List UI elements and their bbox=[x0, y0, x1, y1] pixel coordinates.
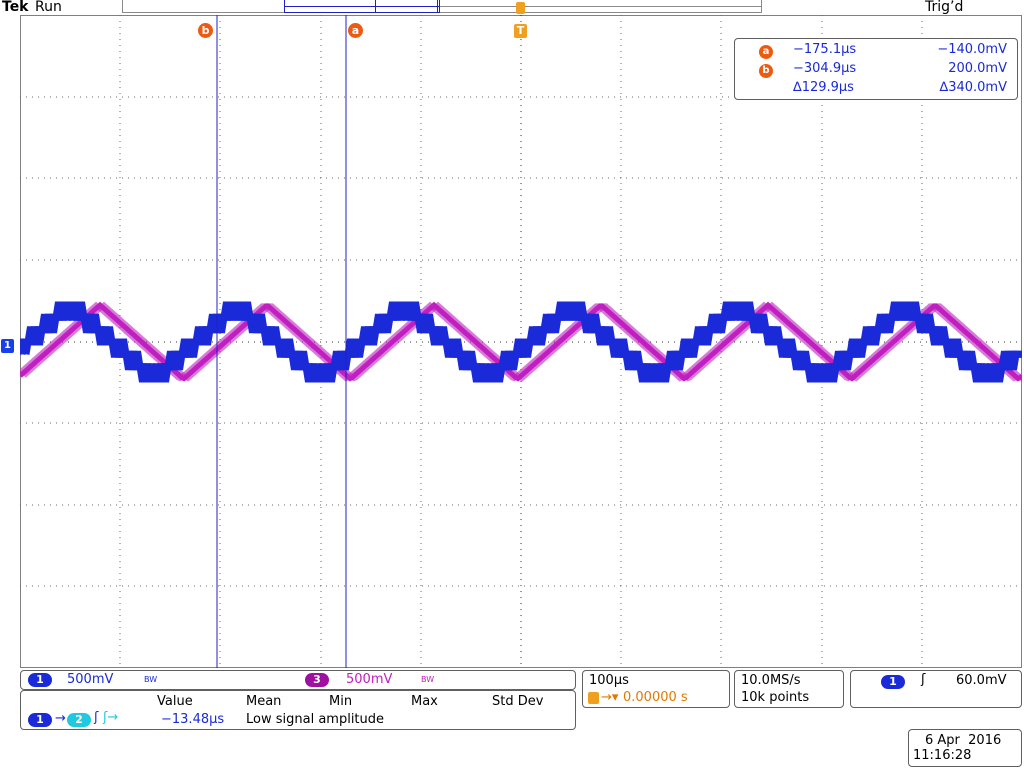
date: 6 Apr 2016 bbox=[925, 733, 1002, 748]
trigger-panel[interactable]: 1 ʃ 60.0mV bbox=[850, 670, 1022, 708]
timebase-panel[interactable]: 100µs →▾ 0.00000 s bbox=[582, 670, 730, 708]
record-length: 10k points bbox=[741, 690, 810, 705]
trigger-source-chip: 1 bbox=[881, 675, 905, 689]
status-bar: Tek Run Trig’d bbox=[0, 0, 1024, 16]
trigger-position-marker[interactable]: T bbox=[514, 24, 527, 38]
cursor-b-value: 200.0mV bbox=[948, 61, 1007, 76]
cursor-delta-time: ∆129.9µs bbox=[793, 80, 854, 95]
cursor-readout: a −175.1µs −140.0mV b −304.9µs 200.0mV ∆… bbox=[734, 38, 1018, 100]
cursor-a-marker[interactable]: a bbox=[348, 23, 363, 38]
measurement-header-value: Value bbox=[157, 694, 193, 709]
rising-edge-icon: ʃ bbox=[921, 672, 926, 687]
ch1-bw-limit: BW bbox=[144, 675, 158, 684]
brand-logo: Tek bbox=[2, 0, 29, 15]
ch1-waveform bbox=[22, 301, 1022, 383]
trigger-position-icon bbox=[516, 2, 525, 14]
cursor-b-time: −304.9µs bbox=[793, 61, 857, 76]
measurement-header-min: Min bbox=[329, 694, 353, 709]
measure-source-b-chip[interactable]: 2 bbox=[67, 713, 91, 727]
timebase-position: 0.00000 s bbox=[623, 690, 688, 705]
delay-edge-icon: ʃ bbox=[94, 710, 99, 725]
delay-edge-icon-2: ʃ→ bbox=[103, 710, 119, 725]
sample-rate: 10.0MS/s bbox=[741, 673, 801, 688]
acquisition-panel[interactable]: 10.0MS/s 10k points bbox=[734, 670, 844, 708]
trigger-status: Trig’d bbox=[925, 0, 964, 15]
cursor-a-time: −175.1µs bbox=[793, 42, 857, 57]
time: 11:16:28 bbox=[913, 748, 972, 763]
timebase-scale: 100µs bbox=[589, 673, 629, 688]
ch3-bw-limit: BW bbox=[421, 675, 435, 684]
cursor-a-value: −140.0mV bbox=[937, 42, 1007, 57]
measurement-value: −13.48µs bbox=[161, 712, 225, 727]
measurement-header-max: Max bbox=[411, 694, 438, 709]
graticule bbox=[20, 15, 1022, 668]
ch1-ground-marker[interactable]: 1 bbox=[1, 339, 14, 353]
ch1-scale[interactable]: 500mV bbox=[67, 672, 114, 687]
waveform-display[interactable] bbox=[20, 15, 1022, 668]
ch3-chip[interactable]: 3 bbox=[305, 673, 329, 687]
run-state: Run bbox=[35, 0, 62, 15]
datetime-panel: 6 Apr 2016 11:16:28 bbox=[908, 729, 1022, 767]
measurement-header-std-dev: Std Dev bbox=[492, 694, 544, 709]
measure-source-a-chip[interactable]: 1 bbox=[28, 713, 52, 727]
arrow-right-icon: → bbox=[55, 711, 66, 726]
arrow-icon: →▾ bbox=[601, 690, 619, 705]
trigger-level: 60.0mV bbox=[956, 673, 1007, 688]
ch3-scale[interactable]: 500mV bbox=[346, 672, 393, 687]
cursor-delta-value: ∆340.0mV bbox=[939, 80, 1007, 95]
measurement-header-mean: Mean bbox=[246, 694, 282, 709]
ch3-waveform bbox=[22, 301, 1022, 382]
readout-b-badge: b bbox=[759, 64, 773, 78]
record-line bbox=[440, 6, 762, 7]
cursor-b-marker[interactable]: b bbox=[198, 23, 213, 38]
trigger-offset-icon bbox=[588, 692, 599, 704]
measurement-panel: Value Mean Min Max Std Dev 1 → 2 ʃ ʃ→ −1… bbox=[20, 690, 576, 730]
measurement-note: Low signal amplitude bbox=[246, 712, 385, 727]
readout-a-badge: a bbox=[759, 45, 773, 59]
record-window-line bbox=[284, 6, 440, 7]
channel-bar: 1 500mV BW 3 500mV BW bbox=[20, 670, 576, 690]
ch1-chip[interactable]: 1 bbox=[28, 673, 52, 687]
